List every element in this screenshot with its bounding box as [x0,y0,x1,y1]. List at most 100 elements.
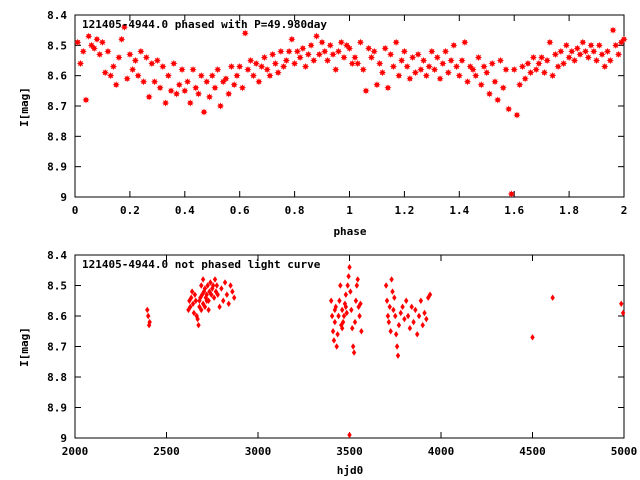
data-point [620,35,628,43]
data-point [499,84,507,92]
data-point [153,56,161,65]
data-point [126,50,134,59]
data-point [609,26,617,34]
data-point [227,62,236,71]
data-point [200,108,208,116]
data-point [384,297,390,304]
data-point [576,50,584,59]
data-point [212,276,218,283]
data-point [529,53,538,62]
data-point [93,35,101,43]
data-point [255,78,263,86]
data-point [348,288,353,295]
y-tick-label: 8.9 [47,161,67,174]
y-tick-label: 8.5 [47,280,67,293]
data-point [507,190,516,198]
data-point [236,62,244,71]
data-point [560,59,568,68]
data-point [329,50,337,59]
data-point [216,102,225,110]
data-point [485,90,494,98]
data-point [540,69,548,77]
data-point [323,56,332,65]
data-point [413,306,418,314]
data-point [200,276,206,283]
data-point [307,41,315,49]
x-tick-label: 1.2 [394,204,414,217]
data-point [82,96,90,104]
data-point [562,41,570,49]
data-point [387,50,395,59]
data-point [463,78,472,86]
data-point [469,66,477,74]
data-point [101,69,109,77]
data-point [422,309,427,317]
data-point [228,282,233,289]
data-point [214,282,220,289]
x-tick-label: 3500 [336,445,363,458]
data-point [90,44,98,52]
data-point [394,343,400,350]
data-point [241,29,249,37]
data-point [199,282,204,289]
data-point [581,47,590,55]
data-point [502,66,510,74]
data-point [217,303,222,311]
data-point [299,44,307,52]
data-point [494,96,502,104]
data-point [400,303,405,311]
data-point [192,84,200,92]
data-point [252,59,260,68]
data-point [344,309,349,317]
data-point [343,303,349,311]
data-point [321,47,329,55]
data-point [619,300,624,307]
data-point [491,78,499,86]
data-point [312,32,321,40]
x-tick-label: 0 [72,204,79,217]
data-point [347,264,352,271]
y-tick-label: 8.6 [47,310,67,323]
data-point [170,59,178,68]
data-point [214,66,222,74]
data-point [349,306,354,314]
data-point [238,84,247,92]
x-tick-label: 5000 [611,445,638,458]
data-point [439,59,447,68]
data-point [208,279,213,286]
data-point [258,62,266,71]
data-point [389,276,394,283]
data-point [211,84,219,92]
data-point [403,62,411,71]
data-point [197,297,202,304]
data-point [282,56,290,65]
data-point [345,44,354,52]
data-point [233,72,241,80]
y-tick-label: 9 [60,191,67,204]
data-point [409,53,417,62]
data-point [145,93,153,101]
y-tick-label: 8.5 [47,39,67,52]
data-point [167,87,175,95]
data-point [181,87,189,95]
data-point [347,431,352,439]
data-point [204,291,209,298]
plot-frame [74,14,625,198]
data-point [189,288,195,295]
data-point [225,90,233,98]
data-point [345,282,350,289]
data-point [215,291,220,298]
data-point [334,343,339,350]
data-point [332,66,340,74]
x-tick-label: 0.6 [230,204,250,217]
data-point [565,53,573,62]
data-point [568,47,576,55]
data-point [427,291,433,298]
y-tick-label: 8.7 [47,341,67,354]
y-tick-label: 9 [60,432,67,445]
data-point [232,294,237,301]
data-point [367,53,376,62]
x-axis-label: phase [333,225,366,238]
x-tick-label: 1.6 [504,204,524,217]
data-point [422,72,430,80]
